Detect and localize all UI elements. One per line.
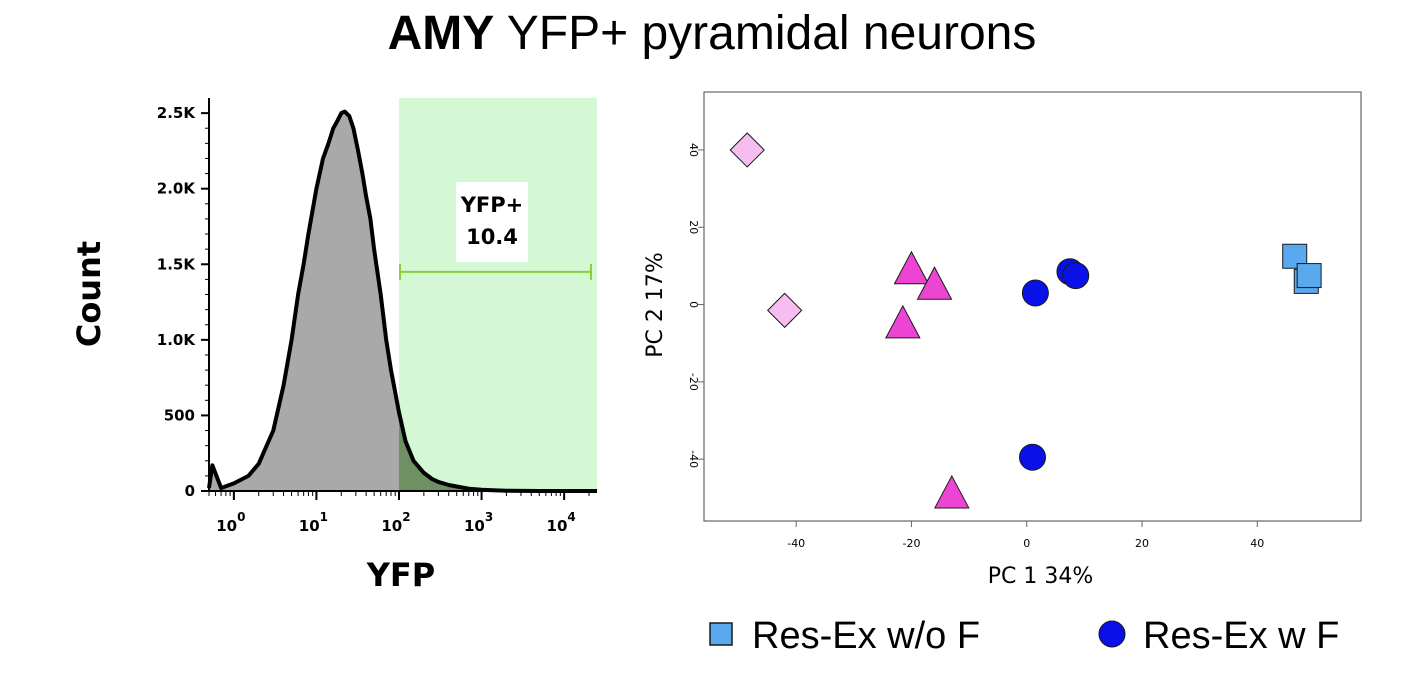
pca-point-diamond xyxy=(729,132,765,168)
legend-marker-square xyxy=(709,622,733,646)
histogram-y-tick-label: 1.5K xyxy=(157,255,197,273)
page-title: AMY YFP+ pyramidal neurons xyxy=(0,6,1424,61)
title-rest: YFP+ pyramidal neurons xyxy=(494,7,1037,60)
histogram-x-tick-label: 104 xyxy=(547,510,576,535)
legend-marker-circle xyxy=(1098,620,1126,648)
pca-frame xyxy=(703,91,1362,522)
pca-point-triangle xyxy=(893,250,930,285)
pca-y-tick-label: -40 xyxy=(687,450,700,468)
histogram-y-tick-label: 500 xyxy=(164,406,195,424)
legend-label: Res-Ex w/o F xyxy=(752,615,980,657)
histogram-fill-gated xyxy=(398,412,597,491)
pca-y-tick-label: 40 xyxy=(687,143,700,157)
pca-y-tick-label: 0 xyxy=(687,301,700,308)
pca-x-tick-label: 0 xyxy=(1023,537,1030,550)
title-bold: AMY xyxy=(387,7,495,60)
gate-region xyxy=(398,98,597,491)
histogram-x-tick-label: 101 xyxy=(299,510,328,535)
pca-y-axis-label: PC 2 17% xyxy=(643,252,668,358)
histogram-x-tick-label: 102 xyxy=(381,510,410,535)
pca-y-tick-label: -20 xyxy=(687,373,700,391)
gate-value: 10.4 xyxy=(466,225,518,249)
pca-x-tick-label: -20 xyxy=(902,537,920,550)
pca-x-tick-label: 40 xyxy=(1250,537,1264,550)
histogram-x-axis-label: YFP xyxy=(366,556,435,594)
pca-y-tick-label: 20 xyxy=(687,220,700,234)
gate-label: YFP+ xyxy=(460,193,524,217)
pca-point-square xyxy=(1296,263,1322,289)
histogram-x-tick-label: 103 xyxy=(464,510,493,535)
histogram-y-tick-label: 2.5K xyxy=(157,104,197,122)
histogram-fill xyxy=(209,111,399,491)
pca-point-circle xyxy=(1021,279,1049,307)
histogram-y-tick-label: 1.0K xyxy=(157,331,197,349)
gate-label-box xyxy=(455,182,528,262)
legend-label: Res-Ex w F xyxy=(1143,615,1339,657)
pca-point-triangle xyxy=(933,474,970,509)
pca-point-circle xyxy=(1019,443,1046,471)
pca-x-axis-label: PC 1 34% xyxy=(988,564,1094,589)
pca-point-triangle xyxy=(916,266,953,300)
pca-point-diamond xyxy=(766,292,803,329)
pca-x-tick-label: 20 xyxy=(1135,537,1149,550)
histogram-outline xyxy=(207,109,597,493)
pca-point-triangle xyxy=(884,304,921,339)
histogram-x-tick-label: 100 xyxy=(216,510,245,535)
pca-x-tick-label: -40 xyxy=(787,537,805,550)
histogram-y-axis-label: Count xyxy=(70,241,108,347)
histogram-y-tick-label: 0 xyxy=(185,482,195,500)
histogram-y-tick-label: 2.0K xyxy=(157,180,197,198)
pca-point-circle xyxy=(1062,262,1090,290)
